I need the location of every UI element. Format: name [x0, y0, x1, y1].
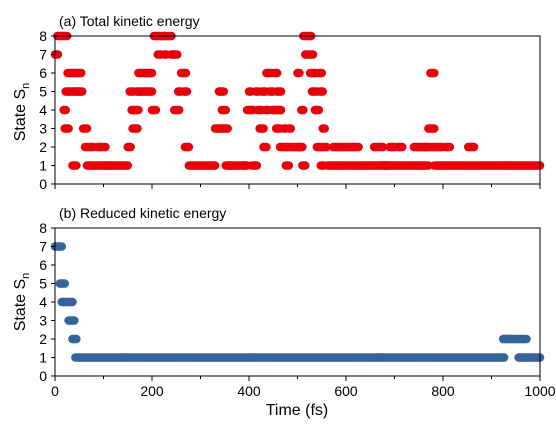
ytick-label: 8 [39, 220, 47, 236]
data-point [72, 161, 81, 170]
data-point [223, 124, 232, 133]
data-point [429, 68, 439, 78]
panel-b-ticks [51, 227, 541, 381]
xtick-label: 200 [140, 383, 164, 399]
panel-b: 0 1 2 3 4 5 6 7 8 0 200 400 600 800 1000 (b) Reduced … [12, 205, 556, 419]
data-point [298, 142, 307, 152]
data-point [60, 279, 69, 288]
data-point [64, 124, 73, 133]
xtick-label: 400 [237, 383, 261, 399]
data-point [147, 87, 157, 96]
panel-b-ylabel: State Sn [12, 273, 32, 332]
data-point [259, 124, 268, 133]
panel-a-ylabel: State Sn [12, 83, 32, 142]
data-point [101, 142, 110, 152]
data-point [174, 105, 184, 115]
ytick-label: 3 [39, 313, 47, 329]
data-point [429, 124, 439, 133]
data-point [252, 161, 262, 170]
data-point [262, 142, 271, 152]
data-point [61, 105, 70, 115]
data-point [295, 68, 304, 78]
ytick-label: 7 [39, 47, 47, 63]
ytick-label: 1 [39, 158, 47, 174]
data-point [221, 105, 231, 115]
data-point [182, 87, 192, 96]
x-axis-label: Time (fs) [266, 402, 329, 419]
data-point [299, 105, 308, 115]
ytick-label: 2 [39, 139, 47, 155]
data-point [72, 334, 81, 344]
ytick-label: 2 [39, 331, 47, 347]
panel-b-title: (b) Reduced kinetic energy [59, 205, 226, 221]
data-point [320, 124, 329, 133]
panel-a-ylabel-sub: n [20, 83, 32, 89]
ytick-label: 0 [39, 176, 47, 192]
data-point [77, 87, 87, 96]
ytick-label: 3 [39, 121, 47, 137]
data-point [76, 68, 86, 78]
data-point [184, 142, 194, 152]
panel-b-ytick-labels: 0 1 2 3 4 5 6 7 8 [39, 220, 47, 384]
panel-a-title: (a) Total kinetic energy [59, 13, 200, 29]
data-point [53, 50, 63, 59]
data-point [68, 297, 77, 307]
panel-a-ytick-labels: 0 1 2 3 4 5 6 7 8 [39, 28, 47, 192]
ytick-label: 8 [39, 28, 47, 44]
data-point [300, 161, 310, 170]
xtick-label: 600 [334, 383, 358, 399]
panel-a: 0 1 2 3 4 5 6 7 8 (a) Total kinetic energy State… [12, 13, 545, 192]
data-point [219, 87, 229, 96]
data-point [317, 68, 327, 78]
data-point [70, 316, 79, 325]
data-point [397, 142, 407, 152]
data-point [522, 334, 531, 344]
data-point [151, 105, 161, 115]
ytick-label: 5 [39, 276, 47, 292]
ytick-label: 5 [39, 84, 47, 100]
data-point [276, 87, 286, 96]
panel-b-ylabel-sub: n [20, 273, 32, 279]
data-point [172, 50, 182, 59]
data-point [499, 353, 509, 362]
data-point [181, 68, 191, 78]
ytick-label: 7 [39, 239, 47, 255]
data-point [82, 124, 92, 133]
ytick-label: 0 [39, 368, 47, 384]
data-point [445, 142, 455, 152]
data-point [314, 105, 324, 115]
panel-b-ylabel-main: State S [12, 279, 29, 331]
data-point [322, 142, 331, 152]
data-point [378, 142, 388, 152]
panel-b-xtick-labels: 0 200 400 600 800 1000 [51, 383, 556, 399]
xtick-label: 1000 [524, 383, 555, 399]
panel-b-points [50, 242, 545, 362]
data-point [147, 68, 157, 78]
data-point [123, 161, 133, 170]
data-point [133, 124, 142, 133]
data-point [469, 142, 479, 152]
panel-a-ticks [51, 35, 541, 189]
data-point [134, 105, 143, 115]
data-point [276, 105, 286, 115]
data-point [272, 68, 282, 78]
panel-a-points [50, 31, 545, 170]
ytick-label: 6 [39, 65, 47, 81]
xtick-label: 800 [431, 383, 455, 399]
data-point [286, 124, 296, 133]
data-point [57, 242, 67, 251]
data-point [354, 142, 363, 152]
ytick-label: 1 [39, 350, 47, 366]
data-point [308, 50, 318, 59]
ytick-label: 4 [39, 102, 47, 118]
data-point [318, 87, 328, 96]
panel-a-ylabel-main: State S [12, 89, 29, 141]
data-point [284, 161, 294, 170]
xtick-label: 0 [51, 383, 59, 399]
ytick-label: 4 [39, 294, 47, 310]
ytick-label: 6 [39, 257, 47, 273]
data-point [210, 161, 220, 170]
data-point [126, 142, 135, 152]
